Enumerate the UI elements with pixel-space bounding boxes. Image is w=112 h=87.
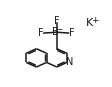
- Text: B: B: [52, 27, 59, 37]
- Text: F: F: [69, 28, 74, 38]
- Text: N: N: [66, 57, 73, 67]
- Text: −: −: [56, 25, 63, 34]
- Text: F: F: [38, 28, 44, 38]
- Text: F: F: [54, 16, 60, 26]
- Text: +: +: [91, 15, 98, 25]
- Text: K: K: [86, 19, 93, 28]
